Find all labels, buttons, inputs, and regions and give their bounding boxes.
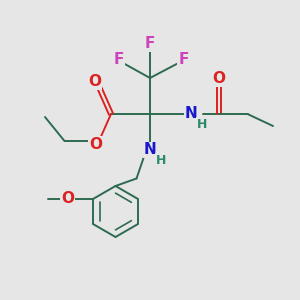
Text: F: F <box>145 36 155 51</box>
Text: H: H <box>156 154 167 167</box>
Text: N: N <box>185 106 198 122</box>
Text: F: F <box>178 52 189 67</box>
Text: O: O <box>89 137 102 152</box>
Text: H: H <box>196 118 207 131</box>
Text: O: O <box>88 74 101 89</box>
Text: O: O <box>61 191 74 206</box>
Text: F: F <box>113 52 124 67</box>
Text: O: O <box>212 71 226 86</box>
Text: N: N <box>144 142 156 158</box>
